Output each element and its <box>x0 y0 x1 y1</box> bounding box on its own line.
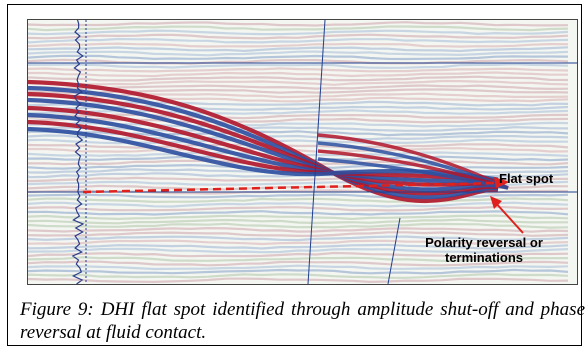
figure-caption: Figure 9: DHI flat spot identified throu… <box>20 299 585 343</box>
background-reflector <box>28 251 569 259</box>
polarity-arrow-line <box>493 200 524 234</box>
background-reflector <box>28 138 569 145</box>
seismic-section-image <box>27 19 578 285</box>
background-reflector <box>28 25 569 32</box>
fault-line <box>387 217 401 284</box>
background-reflector <box>28 58 569 65</box>
background-reflector <box>28 214 569 221</box>
background-reflector <box>28 222 569 229</box>
fault-line <box>307 20 326 284</box>
flat-spot-arrowhead <box>494 177 510 188</box>
background-reflector <box>28 71 568 78</box>
background-reflector <box>28 231 569 238</box>
background-reflector <box>28 235 569 242</box>
background-reflector <box>28 50 569 57</box>
background-reflector <box>28 277 569 284</box>
polarity-reversal-label: Polarity reversal or terminations <box>404 235 564 265</box>
polarity-label-line1: Polarity reversal or <box>425 235 543 250</box>
background-reflector <box>28 243 569 250</box>
polarity-label-line2: terminations <box>444 250 523 265</box>
background-reflector <box>28 218 568 225</box>
background-reflector <box>28 273 569 279</box>
background-reflector <box>28 33 569 40</box>
flat-spot-dashed-line <box>82 181 501 194</box>
background-reflector <box>28 226 569 233</box>
background-reflector <box>28 21 569 27</box>
background-reflector <box>28 29 569 36</box>
background-reflector <box>28 67 569 73</box>
background-reflector <box>28 239 569 246</box>
background-reflector <box>28 100 569 107</box>
background-reflector <box>28 193 569 199</box>
background-reflector <box>28 109 569 115</box>
background-reflector <box>28 197 569 204</box>
background-reflector <box>28 79 569 86</box>
background-reflector <box>28 42 569 48</box>
background-reflector <box>28 75 569 82</box>
background-reflector <box>28 260 569 267</box>
background-reflector <box>28 46 569 53</box>
well-log-trace <box>71 20 85 284</box>
background-reflector <box>28 256 569 263</box>
background-reflector <box>28 264 569 271</box>
background-reflector <box>28 37 569 44</box>
figure-frame: Flat spot Polarity reversal or terminati… <box>7 4 585 346</box>
background-reflector <box>28 130 569 137</box>
seismic-svg <box>28 20 577 284</box>
background-reflector <box>28 54 569 61</box>
flat-spot-label: Flat spot <box>499 171 554 186</box>
background-reflector <box>28 205 569 212</box>
polarity-arrowhead <box>490 196 502 209</box>
background-reflector <box>28 142 569 149</box>
background-reflector <box>28 268 569 275</box>
background-reflector <box>28 247 569 254</box>
background-reflector <box>28 210 569 216</box>
background-reflector <box>28 117 569 124</box>
background-reflector <box>28 201 569 208</box>
background-reflector <box>28 62 569 69</box>
